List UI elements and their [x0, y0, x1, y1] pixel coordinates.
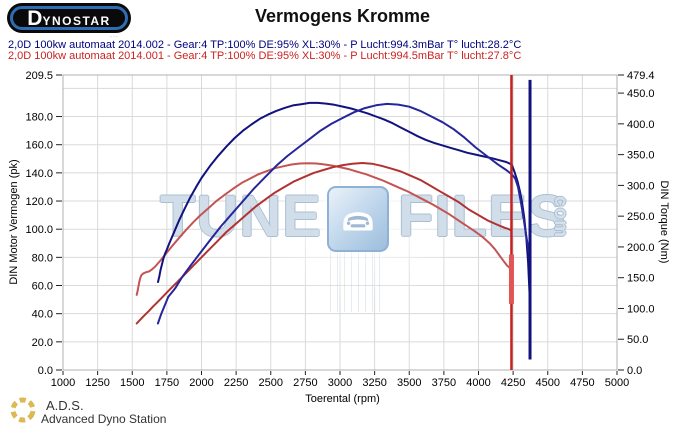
dynostar-logo: DYNOSTAR [7, 3, 131, 33]
x-tick-label: 3250 [362, 377, 386, 389]
x-tick-label: 4000 [466, 377, 490, 389]
legend-run-1: 2,0D 100kw automaat 2014.002 - Gear:4 TP… [8, 39, 522, 51]
plot-border [62, 74, 618, 371]
dynostar-logo-letter-d: D [27, 6, 43, 30]
x-tick-label: 1250 [85, 377, 109, 389]
x-tick-label: 3750 [432, 377, 456, 389]
y-right-tick-label: 479.4 [627, 70, 655, 82]
y-left-tick-label: 180.0 [25, 112, 53, 124]
ads-swirl-icon [10, 397, 36, 423]
y-left-tick-label: 209.5 [25, 70, 53, 82]
curve-vermogen-2014-001 [135, 162, 513, 325]
y-right-tick-label: 100.0 [627, 303, 655, 315]
y-right-tick-label: 250.0 [627, 211, 655, 223]
dynostar-logo-subtext: ... [110, 32, 119, 39]
x-tick-label: 2250 [224, 377, 248, 389]
curve-vermogen-2014-002 [156, 102, 531, 325]
y-left-tick-label: 0.0 [38, 365, 53, 377]
dynostar-logo-text: DYNOSTAR [27, 8, 110, 29]
dynostar-logo-ring [10, 6, 128, 30]
x-tick-label: 2750 [293, 377, 317, 389]
y-right-tick-label: 450.0 [627, 88, 655, 100]
ads-name: Advanced Dyno Station [41, 412, 167, 426]
x-axis-title: Toerental (rpm) [305, 393, 380, 405]
curve-torque-2014-001 [135, 162, 513, 296]
y-right-tick-label: 400.0 [627, 119, 655, 131]
y-axis-right-title: DIN Torque (Nm) [658, 180, 670, 264]
y-left-tick-label: 80.0 [32, 252, 53, 264]
y-left-tick-label: 160.0 [25, 140, 53, 152]
y-right-tick-label: 150.0 [627, 273, 655, 285]
y-right-tick-label: 0.0 [627, 365, 642, 377]
x-tick-label: 4500 [536, 377, 560, 389]
dynostar-logo-letters: YNOSTAR [42, 13, 111, 28]
x-tick-label: 4750 [570, 377, 594, 389]
y-right-tick-label: 300.0 [627, 180, 655, 192]
x-tick-label: 3500 [397, 377, 421, 389]
ads-abbrev: A.D.S. [46, 398, 84, 413]
y-right-tick-label: 50.0 [627, 334, 648, 346]
x-tick-label: 1000 [51, 377, 75, 389]
x-tick-label: 1750 [155, 377, 179, 389]
y-left-tick-label: 60.0 [32, 281, 53, 293]
x-tick-label: 5000 [605, 377, 629, 389]
x-tick-label: 4250 [501, 377, 525, 389]
y-right-tick-label: 200.0 [627, 242, 655, 254]
x-tick-label: 1500 [120, 377, 144, 389]
y-right-tick-label: 350.0 [627, 150, 655, 162]
legend-run-2: 2,0D 100kw automaat 2014.001 - Gear:4 TP… [8, 50, 522, 62]
curve-torque-2014-002 [157, 101, 531, 313]
y-left-tick-label: 20.0 [32, 337, 53, 349]
y-left-tick-label: 100.0 [25, 224, 53, 236]
x-tick-label: 2500 [259, 377, 283, 389]
y-axis-left-title: DIN Motor Vermogen (pk) [8, 159, 20, 285]
x-tick-label: 2000 [189, 377, 213, 389]
page-title: Vermogens Kromme [254, 6, 431, 26]
y-left-tick-label: 40.0 [32, 309, 53, 321]
y-left-tick-label: 120.0 [25, 196, 53, 208]
x-tick-label: 3000 [328, 377, 352, 389]
y-left-tick-label: 140.0 [25, 168, 53, 180]
